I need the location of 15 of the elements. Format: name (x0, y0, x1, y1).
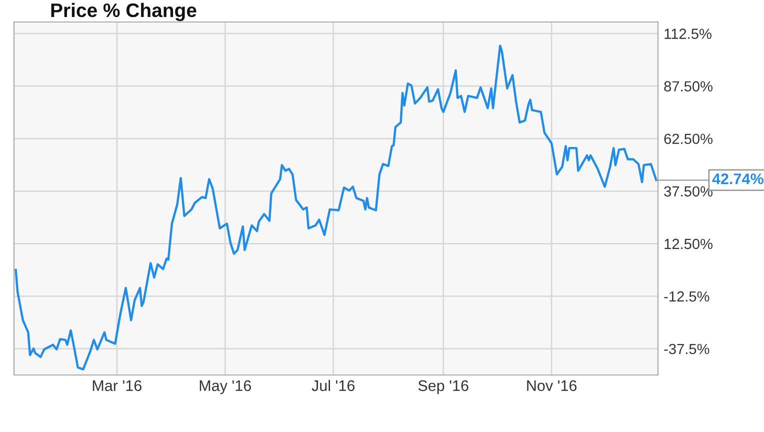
y-tick-label: 87.50% (664, 81, 712, 92)
x-tick-label: Sep '16 (418, 380, 468, 394)
y-tick-label: -12.5% (664, 291, 710, 302)
y-tick-label: 62.50% (664, 134, 712, 144)
x-tick-label: Nov '16 (527, 380, 577, 392)
x-tick-label: Mar '16 (92, 380, 142, 392)
x-tick-label: Jul '16 (312, 380, 355, 392)
y-tick-label: 112.5% (664, 28, 712, 39)
annotation: 42.74% (712, 173, 764, 184)
line-series (14, 44, 658, 370)
y-tick-label: 12.50% (664, 238, 712, 250)
x-tick-label: May '16 (200, 380, 251, 394)
y-tick-label: -37.5% (664, 344, 710, 354)
chart-title: Price % Change (51, 2, 196, 22)
y-tick-label: 37.50% (664, 186, 712, 197)
